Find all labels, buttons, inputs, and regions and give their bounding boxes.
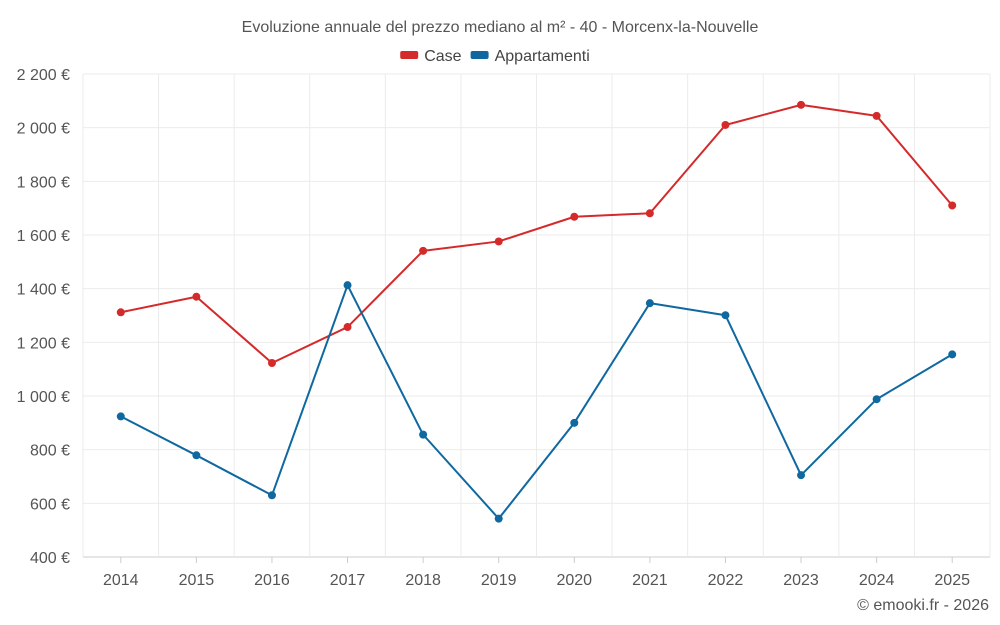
legend-label-case: Case <box>424 48 461 65</box>
y-tick-label: 1 200 € <box>17 335 70 352</box>
data-point-appartamenti <box>721 311 730 320</box>
y-tick-label: 2 000 € <box>17 121 70 138</box>
data-point-appartamenti <box>645 299 654 308</box>
data-point-case <box>570 212 579 221</box>
y-tick-label: 600 € <box>30 496 70 513</box>
data-point-case <box>267 358 276 367</box>
x-tick-label: 2019 <box>481 572 517 589</box>
data-point-case <box>645 209 654 218</box>
x-tick-label: 2015 <box>179 572 215 589</box>
data-point-case <box>797 100 806 109</box>
x-tick-label: 2014 <box>103 572 139 589</box>
series-line-appartamenti <box>120 284 953 520</box>
data-point-appartamenti <box>419 430 428 439</box>
grid <box>82 73 991 558</box>
data-point-case <box>721 120 730 129</box>
data-point-case <box>872 111 881 120</box>
legend-swatch-case <box>400 51 419 59</box>
x-tick-label: 2022 <box>708 572 744 589</box>
data-point-appartamenti <box>570 418 579 427</box>
legend-item-appartamenti: Appartamenti <box>470 48 590 65</box>
legend-label-appartamenti: Appartamenti <box>495 48 590 65</box>
data-point-case <box>948 201 957 210</box>
copyright-credit: © emooki.fr - 2026 <box>857 597 989 614</box>
y-tick-label: 1 600 € <box>17 228 70 245</box>
chart-title: Evoluzione annuale del prezzo mediano al… <box>242 19 759 36</box>
x-tick-label: 2024 <box>859 572 895 589</box>
data-point-appartamenti <box>267 491 276 500</box>
x-tick-label: 2020 <box>556 572 592 589</box>
y-tick-label: 1 800 € <box>17 174 70 191</box>
data-point-appartamenti <box>948 350 957 359</box>
x-tick-label: 2025 <box>934 572 970 589</box>
data-point-case <box>494 237 503 246</box>
y-axis: 400 € 600 € 800 € 1 000 € 1 200 € 1 400 € 1 60… <box>17 67 70 567</box>
y-tick-label: 1 400 € <box>17 282 70 299</box>
data-point-appartamenti <box>116 412 125 421</box>
series-appartamenti <box>116 281 957 523</box>
data-point-appartamenti <box>343 281 352 290</box>
x-tick-label: 2021 <box>632 572 668 589</box>
data-point-appartamenti <box>494 514 503 523</box>
data-point-case <box>192 292 201 301</box>
data-point-appartamenti <box>192 451 201 460</box>
data-point-appartamenti <box>797 471 806 480</box>
y-tick-label: 400 € <box>30 550 70 567</box>
x-tick-label: 2018 <box>405 572 441 589</box>
y-tick-label: 1 000 € <box>17 389 70 406</box>
data-point-case <box>419 246 428 255</box>
x-axis: 2014 2015 2016 2017 2018 2019 2020 2021 2022 2023… <box>103 557 970 589</box>
data-point-appartamenti <box>872 395 881 404</box>
x-tick-label: 2016 <box>254 572 290 589</box>
series-layer <box>116 100 957 523</box>
x-tick-label: 2017 <box>330 572 366 589</box>
series-line-case <box>120 103 953 364</box>
y-tick-label: 2 200 € <box>17 67 70 84</box>
legend: Case Appartamenti <box>400 48 590 65</box>
legend-swatch-appartamenti <box>470 51 489 59</box>
legend-item-case: Case <box>400 48 462 65</box>
data-point-case <box>116 308 125 317</box>
y-tick-label: 800 € <box>30 443 70 460</box>
data-point-case <box>343 323 352 332</box>
series-case <box>116 100 957 367</box>
x-tick-label: 2023 <box>783 572 819 589</box>
